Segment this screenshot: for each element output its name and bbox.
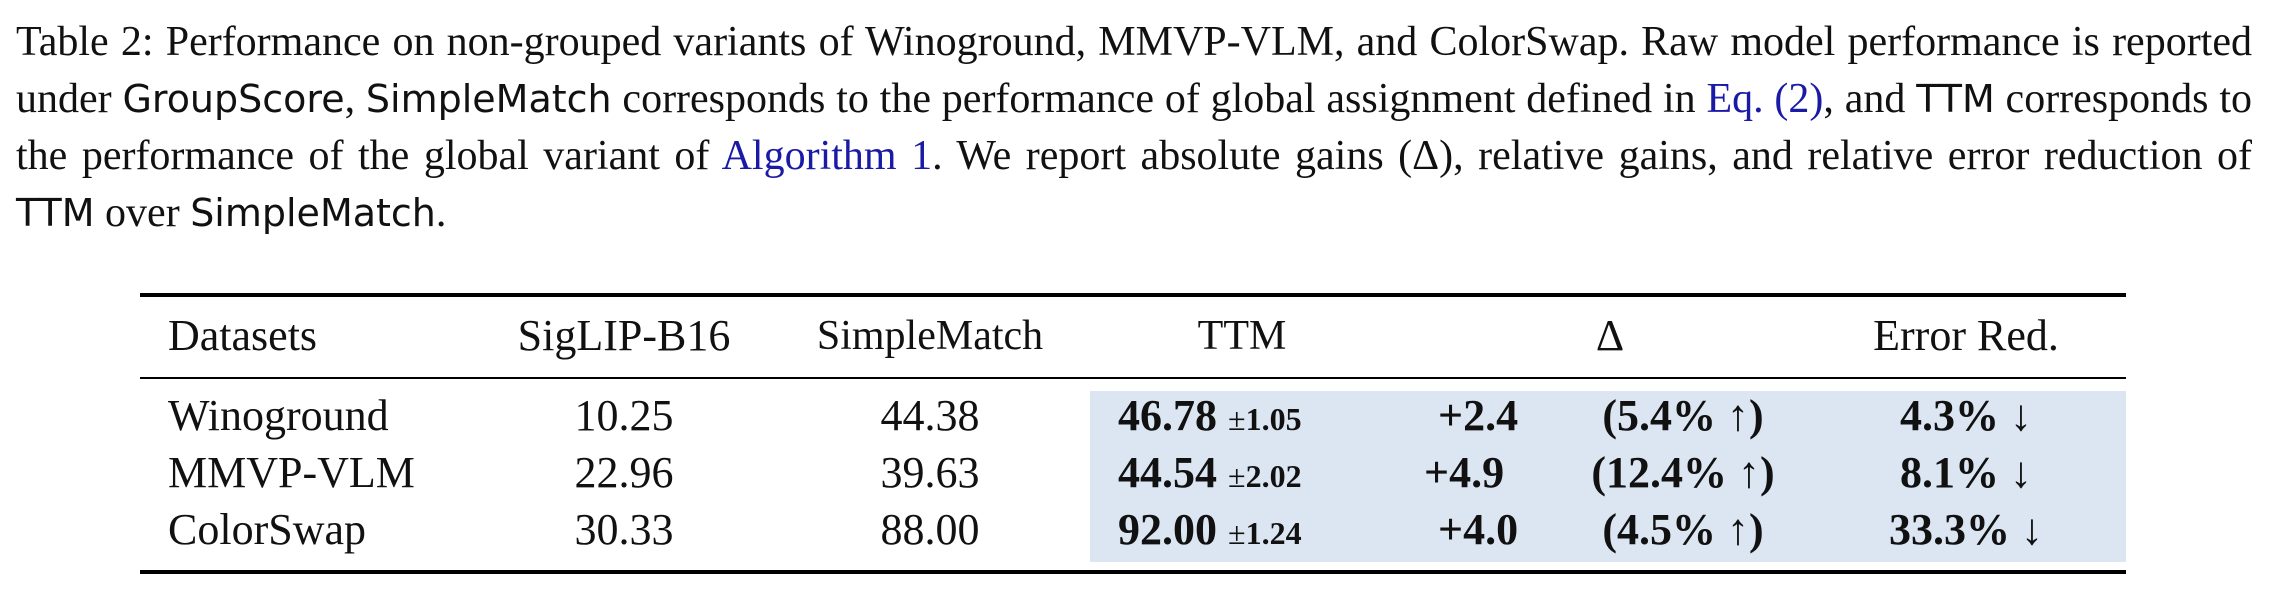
table-caption: Table 2: Performance on non-grouped vari… xyxy=(16,14,2252,242)
cell-simplematch: 44.38 xyxy=(880,391,980,440)
cell-simplematch: 39.63 xyxy=(880,448,980,497)
header-simplematch: SimpleMatch xyxy=(816,313,1044,359)
header-siglip: SigLIP-B16 xyxy=(517,311,731,360)
cell-relative-gain: (5.4% ↑) xyxy=(1602,391,1764,440)
cell-dataset: Winoground xyxy=(168,391,389,440)
caption-text: , and xyxy=(1823,76,1917,122)
ttm-value: 44.54 xyxy=(1118,448,1217,497)
ttm-value: 92.00 xyxy=(1118,505,1217,554)
pm-sign: ± xyxy=(1228,401,1246,437)
ttm-std: 1.24 xyxy=(1245,515,1302,551)
caption-prefix: Table 2: Performance on non-grouped vari… xyxy=(16,19,2252,122)
cell-delta: +4.0 xyxy=(1438,505,1519,554)
cell-dataset: MMVP-VLM xyxy=(168,448,415,497)
pm-sign: ± xyxy=(1228,458,1246,494)
cell-siglip: 30.33 xyxy=(574,505,674,554)
header-ttm: TTM xyxy=(1197,313,1287,359)
cell-ttm: 44.54 ±2.02 xyxy=(1118,448,1302,501)
ttm-label: TTM xyxy=(16,191,95,235)
caption-text: corresponds to the performance of global… xyxy=(611,76,1707,122)
caption-text: . We report absolute gains (Δ), relative… xyxy=(932,133,2253,179)
simplematch-label: SimpleMatch xyxy=(190,191,436,235)
cell-delta: +2.4 xyxy=(1438,391,1519,440)
cell-siglip: 10.25 xyxy=(574,391,674,440)
cell-delta: +4.9 xyxy=(1424,448,1505,497)
header-datasets: Datasets xyxy=(168,311,318,360)
cell-dataset: ColorSwap xyxy=(168,505,366,554)
cell-error-red: 4.3% ↓ xyxy=(1900,391,2032,440)
pm-sign: ± xyxy=(1228,515,1246,551)
results-table: Datasets SigLIP-B16 SimpleMatch TTM Δ Er… xyxy=(140,293,2126,575)
cell-ttm: 92.00 ±1.24 xyxy=(1118,505,1302,558)
cell-error-red: 33.3% ↓ xyxy=(1889,505,2043,554)
equation-link[interactable]: Eq. (2) xyxy=(1706,76,1824,122)
algorithm-link[interactable]: Algorithm 1 xyxy=(721,133,933,179)
header-rule xyxy=(140,377,2126,379)
bottom-rule xyxy=(140,570,2126,574)
groupscore-label: GroupScore xyxy=(122,77,345,121)
ttm-label: TTM xyxy=(1916,77,1995,121)
cell-ttm: 46.78 ±1.05 xyxy=(1118,391,1302,444)
ttm-value: 46.78 xyxy=(1118,391,1217,440)
header-delta: Δ xyxy=(1595,311,1625,360)
top-rule xyxy=(140,293,2126,297)
cell-relative-gain: (4.5% ↑) xyxy=(1602,505,1764,554)
caption-text: corresponds to the performance of the gl… xyxy=(16,76,2252,179)
cell-error-red: 8.1% ↓ xyxy=(1900,448,2032,497)
header-error-red: Error Red. xyxy=(1873,311,2059,360)
highlight-region xyxy=(1090,391,2126,562)
caption-sep: , xyxy=(344,76,366,122)
cell-relative-gain: (12.4% ↑) xyxy=(1591,448,1775,497)
simplematch-label: SimpleMatch xyxy=(365,77,612,121)
cell-simplematch: 88.00 xyxy=(880,505,980,554)
ttm-std: 1.05 xyxy=(1245,401,1302,437)
cell-siglip: 22.96 xyxy=(574,448,674,497)
caption-text: over xyxy=(94,190,191,236)
caption-end: . xyxy=(435,190,447,236)
ttm-std: 2.02 xyxy=(1245,458,1302,494)
